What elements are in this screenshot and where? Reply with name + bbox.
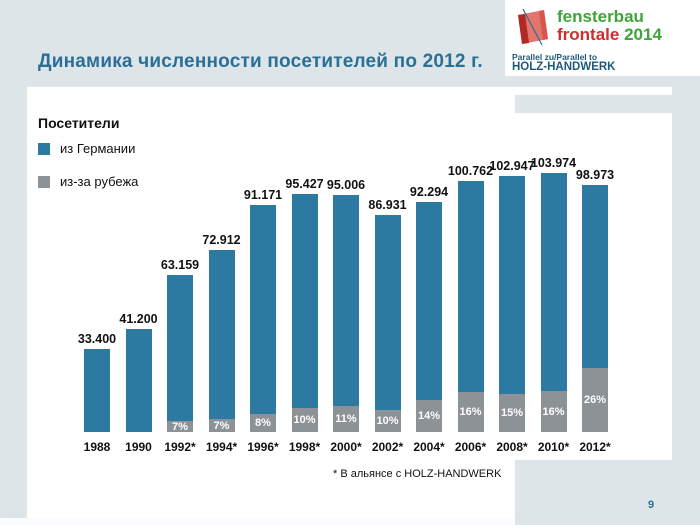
x-axis-label: 1990 [125,440,152,454]
bar-percent-label: 16% [459,406,482,418]
bar-foreign: 7% [167,420,193,433]
bar-value-label: 102.947 [489,159,535,173]
footnote: * В альянсе с HOLZ-HANDWERK [333,468,502,480]
bar-percent-label: 10% [293,414,316,426]
logo-line2: frontale [557,24,620,44]
legend-swatch-icon [38,175,50,188]
logo-line1: fensterbau [557,7,644,26]
bar-value-label: 103.974 [530,156,577,170]
bar-domestic [84,349,110,432]
bar-column: 33.400 1988 [78,132,116,454]
bar-value-label: 33.400 [77,332,117,346]
x-axis-label: 1992* [164,440,196,454]
bar-foreign: 10% [374,410,401,432]
bar-foreign: 7% [208,419,235,432]
bar-percent-label: 16% [542,405,565,418]
legend-label: из-за рубежа [60,174,139,189]
bar-percent-label: 7% [213,419,230,432]
bar-column: 98.973 26% 2012* [576,132,614,454]
bar-value-label: 63.159 [160,258,200,272]
decor-band-top [515,95,672,113]
bar-percent-label: 10% [376,415,399,427]
bar-domestic: 26% [582,185,608,432]
bar-column: 63.159 7% 1992* [161,132,199,454]
bar-value-label: 91.171 [243,188,283,202]
bar-column: 41.200 1990 [119,132,157,454]
bar-domestic: 7% [208,250,235,432]
logo: fensterbau frontale 2014 Parallel zu/Par… [505,0,700,76]
bar-value-label: 100.762 [447,164,494,178]
bar-domestic: 16% [540,173,567,432]
logo-parallel-text: Parallel zu/Parallel to [512,52,598,62]
legend-swatch-icon [38,142,50,155]
bar-percent-label: 14% [417,410,441,422]
bar-foreign: 16% [457,392,484,432]
bar-domestic: 11% [333,195,359,432]
x-axis-label: 2002* [371,440,404,454]
logo-year: 2014 [624,24,662,44]
bar-column: 92.294 14% 2004* [410,132,448,454]
bar-domestic: 10% [374,215,401,432]
bar-foreign: 26% [582,368,608,432]
fensterbau-logo-icon [518,8,548,46]
legend-title: Посетители [38,115,120,131]
x-axis-label: 2004* [413,440,445,454]
bar-domestic: 7% [167,275,193,433]
page-title: Динамика численности посетителей по 2012… [38,51,483,72]
bar-column: 103.974 16% 2010* [531,132,576,454]
bar-domestic [125,329,152,432]
bar-domestic: 15% [499,176,525,432]
bar-value-label: 95.006 [326,178,366,192]
x-axis-label: 1994* [205,440,238,454]
legend: из Германии из-за рубежа [38,141,138,207]
x-axis-label: 2008* [496,440,528,454]
bar-chart: 33.400 1988 41.200 1990 63.159 7% 1992* 72.912 7… [78,132,614,454]
bar-domestic: 14% [416,202,442,432]
bar-column: 91.171 8% 1996* [244,132,282,454]
x-axis-label: 2006* [454,440,487,454]
bar-foreign: 8% [250,414,276,432]
bar-value-label: 72.912 [202,233,241,247]
bar-value-label: 41.200 [119,312,158,326]
logo-wordmark: fensterbau frontale 2014 [557,8,662,44]
decor-band-bottom [515,460,700,525]
bar-percent-label: 11% [335,413,357,425]
legend-label: из Германии [60,141,136,156]
bar-column: 86.931 10% 2002* [368,132,406,454]
bar-foreign: 16% [540,391,567,432]
bar-foreign: 10% [291,408,318,432]
bar-value-label: 92.294 [409,185,449,199]
bar-domestic: 8% [250,205,276,432]
bar-foreign: 11% [333,406,359,432]
bar-value-label: 98.973 [575,168,615,182]
bar-foreign: 15% [499,394,525,432]
x-axis-label: 1996* [247,440,279,454]
x-axis-label: 2000* [330,440,362,454]
bar-column: 72.912 7% 1994* [202,132,240,454]
bar-domestic: 10% [291,194,318,432]
bar-percent-label: 7% [172,420,188,433]
x-axis-label: 2010* [537,440,570,454]
x-axis-label: 2012* [579,440,611,454]
legend-item: из-за рубежа [38,174,138,189]
bar-column: 100.762 16% 2006* [448,132,493,454]
decor-strip-bottom [0,518,515,525]
x-axis-label: 1988 [83,440,111,454]
logo-holz-handwerk: HOLZ-HANDWERK [512,61,616,73]
page-number: 9 [648,499,655,511]
bar-column: 95.427 10% 1998* [285,132,323,454]
bar-value-label: 95.427 [285,177,324,191]
bar-percent-label: 15% [500,407,524,419]
bar-percent-label: 26% [583,394,607,406]
legend-item: из Германии [38,141,138,156]
x-axis-label: 1998* [288,440,321,454]
bar-foreign: 14% [416,400,442,432]
bar-column: 102.947 15% 2008* [489,132,534,454]
bar-percent-label: 8% [255,417,271,429]
bar-value-label: 86.931 [368,198,407,212]
bar-column: 95.006 11% 2000* [327,132,365,454]
bar-domestic: 16% [457,181,484,432]
